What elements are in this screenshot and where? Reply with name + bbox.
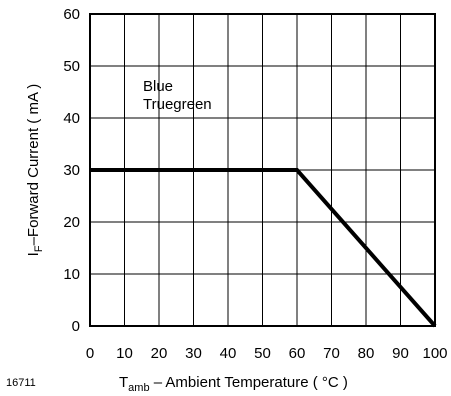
y-axis-label-rest: –Forward Current ( mA ) [25,84,42,246]
x-tick-label: 20 [151,345,168,362]
x-axis-label-subscript: amb [128,382,149,394]
y-axis-label-main: I [25,252,42,256]
figure-id: 16711 [6,377,36,389]
y-tick-labels: 0 10 20 30 40 50 60 [63,6,80,335]
x-tick-label: 90 [392,345,409,362]
series-line [90,168,437,328]
x-tick-label: 50 [254,345,271,362]
annotation-truegreen: Truegreen [143,96,212,113]
x-tick-label: 80 [358,345,375,362]
x-tick-label: 70 [323,345,340,362]
y-axis-label: IF–Forward Current ( mA ) [25,84,45,257]
y-tick-label: 0 [72,318,80,335]
x-tick-label: 100 [422,345,447,362]
y-tick-label: 60 [63,6,80,23]
y-tick-label: 40 [63,110,80,127]
y-tick-label: 20 [63,214,80,231]
x-tick-label: 0 [86,345,94,362]
annotation-blue: Blue [143,78,173,95]
x-axis-label: Tamb – Ambient Temperature ( °C ) [119,374,348,394]
series-group [90,168,437,328]
x-tick-label: 10 [116,345,133,362]
x-axis-label-main: T [119,374,128,391]
x-axis-label-rest: – Ambient Temperature ( °C ) [150,374,348,391]
y-axis-label-subscript: F [33,245,45,252]
x-tick-labels: 0 10 20 30 40 50 60 70 80 90 100 [86,345,448,362]
x-tick-label: 40 [220,345,237,362]
y-tick-label: 50 [63,58,80,75]
x-tick-label: 30 [185,345,202,362]
y-tick-label: 10 [63,266,80,283]
y-tick-label: 30 [63,162,80,179]
x-tick-label: 60 [289,345,306,362]
